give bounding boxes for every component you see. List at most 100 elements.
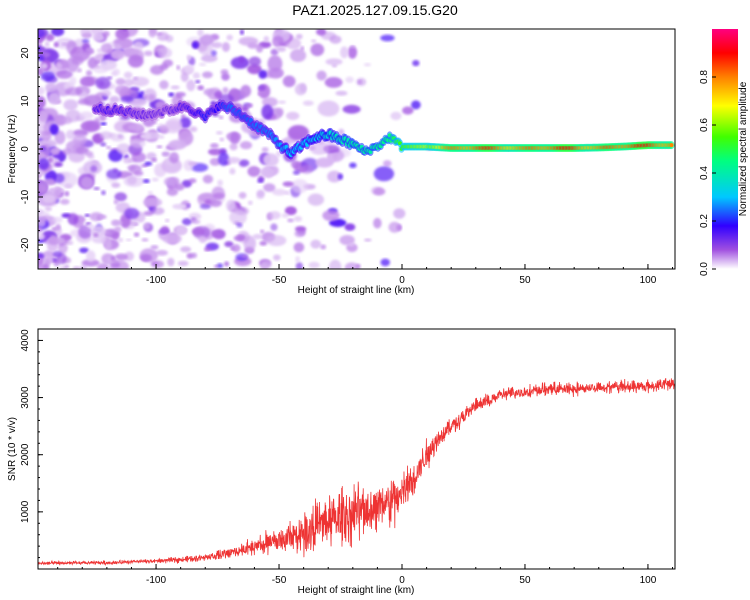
spectrogram-noise-blob: [161, 152, 170, 156]
spectrogram-noise-blob: [109, 95, 120, 103]
spectrogram-noise-blob: [209, 157, 221, 166]
spectrogram-noise-blob: [311, 39, 317, 43]
spectrogram-noise-blob: [320, 244, 327, 250]
spectrogram-noise-blob: [111, 232, 120, 240]
snr-x-tick-label: 100: [640, 575, 657, 586]
spectrogram-noise-blob: [124, 207, 140, 220]
snr-x-tick-label: -100: [146, 575, 166, 586]
spectrogram-noise-blob: [127, 54, 144, 68]
spectrogram-noise-blob: [54, 130, 66, 145]
spectrogram-noise-blob: [204, 199, 212, 205]
spectrogram-noise-blob: [287, 124, 309, 141]
spectrogram-noise-blob: [114, 84, 129, 95]
spectrogram-noise-blob: [104, 229, 111, 235]
spectrogram-noise-blob: [176, 65, 181, 71]
spectrogram-noise-blob: [382, 160, 392, 167]
spectrogram-noise-blob: [236, 222, 243, 228]
spectrogram-noise-blob: [316, 70, 327, 81]
spectrogram-noise-blob: [114, 226, 122, 233]
spectrogram-noise-blob: [75, 146, 89, 155]
spectrogram-noise-blob: [126, 175, 137, 185]
spectrogram-noise-blob: [325, 58, 343, 66]
snr-panel: -100 -50 0 50 100 1000 2000 3000 4000 Height of…: [7, 328, 676, 596]
spectrogram-noise-blob: [191, 219, 201, 225]
spectrogram-noise-blob: [155, 32, 163, 36]
spectrogram-noise-blob: [295, 33, 303, 40]
spectrogram-noise-blob: [50, 148, 60, 154]
spectrogram-noise-blob: [45, 33, 55, 42]
spectrogram-noise-blob: [38, 158, 50, 170]
colorbar-ticks: 0.0 0.2 0.4 0.6 0.8: [699, 70, 716, 276]
spectrogram-noise-blob: [130, 138, 146, 149]
spectrogram-noise-blob: [215, 130, 223, 135]
spectrogram-noise-blob: [96, 48, 102, 53]
spectrogram-noise-blob: [166, 188, 179, 196]
spectrogram-x-tick-label: -100: [146, 275, 166, 286]
spectrogram-noise-blob: [179, 117, 192, 129]
spectrogram-noise-blob: [52, 251, 63, 258]
spectrogram-noise-blob: [101, 89, 112, 98]
spectrogram-noise-blob: [335, 90, 348, 96]
spectrogram-noise-blob: [100, 43, 113, 54]
spectrogram-noise-blob: [219, 137, 225, 142]
spectrogram-noise-blob: [102, 30, 110, 38]
spectrogram-noise-blob: [229, 168, 236, 175]
spectrogram-noise-blob: [347, 45, 358, 59]
spectrogram-noise-blob: [225, 199, 236, 212]
spectrogram-noise-blob: [329, 218, 347, 227]
spectrogram-noise-blob: [133, 232, 140, 237]
spectrogram-noise-blob: [110, 133, 125, 142]
spectrogram-noise-blob: [357, 79, 362, 85]
spectrogram-noise-blob: [106, 146, 111, 150]
spectrogram-noise-blob: [113, 199, 119, 205]
spectrogram-noise-blob: [96, 263, 110, 269]
spectrogram-noise-blob: [81, 259, 100, 267]
spectrogram-noise-blob: [177, 260, 189, 267]
spectrogram-noise-blob: [38, 168, 43, 177]
spectrogram-noise-blob: [307, 193, 325, 206]
spectrogram-noise-blob: [342, 104, 361, 114]
spectrogram-noise-blob: [310, 43, 325, 57]
spectrogram-noise-blob: [158, 135, 165, 139]
spectrogram-noise-blob: [411, 100, 421, 110]
spectrogram-noise-blob: [209, 199, 222, 208]
spectrogram-noise-blob: [112, 220, 124, 226]
spectrogram-noise-blob: [278, 100, 286, 104]
spectrogram-noise-blob: [80, 176, 94, 189]
spectrogram-noise-blob: [42, 194, 56, 204]
spectrogram-noise-blob: [329, 35, 342, 44]
spectrogram-noise-blob: [113, 120, 134, 133]
spectrogram-noise-blob: [322, 210, 340, 222]
spectrogram-noise-blob: [260, 260, 272, 269]
spectrogram-noise-blob: [350, 45, 356, 49]
spectrogram-noise-blob: [284, 206, 297, 216]
spectrogram-noise-blob: [257, 178, 264, 184]
spectrogram-noise-blob: [52, 216, 63, 224]
spectrogram-noise-blob: [272, 188, 287, 196]
spectrogram-noise-blob: [41, 63, 48, 70]
spectrogram-ridge-core: [669, 143, 674, 148]
spectrogram-noise-blob: [112, 68, 121, 76]
spectrogram-noise-blob: [308, 261, 320, 269]
snr-y-tick-label: 3000: [20, 386, 31, 409]
spectrogram-noise-blob: [48, 92, 60, 105]
spectrogram-noise-blob: [412, 59, 420, 67]
spectrogram-noise-blob: [270, 223, 278, 231]
spectrogram-noise-blob: [291, 179, 309, 194]
spectrogram-noise-blob: [65, 87, 83, 96]
spectrogram-noise-blob: [197, 29, 204, 37]
spectrogram-noise-blob: [118, 237, 124, 243]
spectrogram-noise-blob: [172, 203, 187, 210]
spectrogram-noise-blob: [150, 245, 159, 250]
spectrogram-noise-blob: [50, 234, 57, 242]
spectrogram-noise-blob: [38, 252, 45, 260]
spectrogram-noise-blob: [116, 143, 131, 155]
spectrogram-noise-blob: [241, 105, 249, 112]
spectrogram-noise-blob: [339, 235, 355, 246]
spectrogram-noise-blob: [184, 64, 195, 74]
spectrogram-noise-blob: [38, 38, 43, 43]
spectrogram-noise-blob: [340, 46, 349, 59]
snr-x-axis: -100 -50 0 50 100: [57, 564, 674, 586]
spectrogram-noise-blob: [233, 235, 245, 242]
